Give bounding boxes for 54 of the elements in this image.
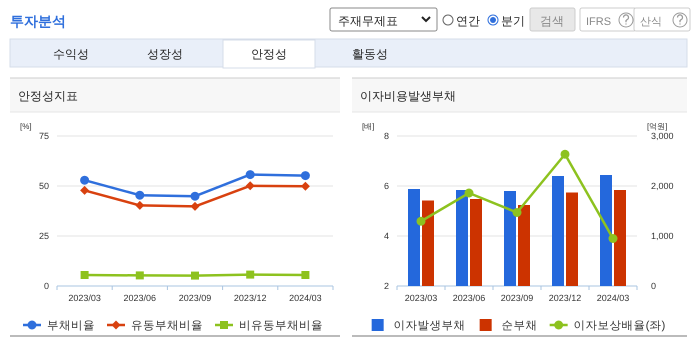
- x-tick-label: 2023/09: [500, 293, 534, 303]
- legend-label: 비유동부채비율: [239, 320, 323, 332]
- text: 성장성: [147, 47, 183, 61]
- text: 연간: [456, 14, 480, 28]
- y-tick-label: 2: [384, 281, 389, 291]
- legend-label: 이자발생부채: [394, 320, 466, 332]
- bar: [614, 190, 626, 286]
- text: IFRS: [586, 16, 612, 28]
- y2-tick-label: 2,000: [651, 181, 674, 191]
- bar: [504, 191, 516, 286]
- legend-label: 부채비율: [47, 320, 95, 332]
- text: 검색: [540, 14, 564, 28]
- legend-label: 유동부채비율: [131, 320, 203, 332]
- x-tick-label: 2023/12: [548, 293, 582, 303]
- y-tick-label: 4: [384, 231, 389, 241]
- bar: [552, 176, 564, 286]
- y2-tick-label: 1,000: [651, 231, 674, 241]
- bar: [518, 205, 530, 286]
- y-tick-label: 6: [384, 181, 389, 191]
- y2-axis-title: [억원]: [647, 122, 668, 131]
- x-tick-label: 2023/06: [452, 293, 486, 303]
- text: 안정성: [251, 47, 287, 61]
- y2-tick-label: 0: [651, 281, 656, 291]
- bar: [470, 199, 482, 286]
- x-tick-label: 2024/03: [596, 293, 630, 303]
- y-tick-label: 50: [38, 181, 49, 191]
- text: 주재무제표: [338, 14, 398, 28]
- y-axis-title: [%]: [20, 122, 32, 131]
- x-tick-label: 2023/09: [178, 293, 212, 303]
- text: 수익성: [53, 47, 89, 61]
- x-tick-label: 2023/03: [68, 293, 101, 303]
- x-tick-label: 2024/03: [289, 293, 322, 303]
- text: 분기: [501, 14, 525, 28]
- legend-label: 순부채: [502, 320, 538, 332]
- text: 투자분석: [10, 13, 66, 29]
- x-tick-label: 2023/12: [234, 293, 266, 303]
- y-tick-label: 75: [38, 131, 49, 141]
- chart-title: 안정성지표: [18, 89, 78, 103]
- y2-tick-label: 3,000: [651, 131, 674, 141]
- chart-title: 이자비용발생부채: [360, 89, 456, 103]
- y-tick-label: 25: [38, 231, 49, 241]
- y-tick-label: 0: [44, 281, 49, 291]
- y-axis-title: [배]: [362, 122, 374, 131]
- x-tick-label: 2023/06: [124, 293, 156, 303]
- bar: [566, 192, 578, 286]
- text: 산식: [640, 16, 662, 28]
- bar: [456, 190, 468, 286]
- bar: [600, 175, 612, 286]
- x-tick-label: 2023/03: [404, 293, 438, 303]
- bar: [408, 189, 420, 286]
- text: 활동성: [352, 47, 388, 61]
- bar: [422, 200, 434, 286]
- y-tick-label: 8: [384, 131, 389, 141]
- legend-label: 이자보상배율(좌): [574, 320, 666, 332]
